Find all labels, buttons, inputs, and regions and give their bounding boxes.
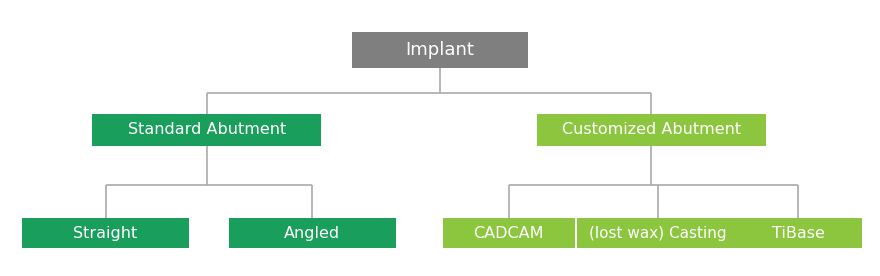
FancyBboxPatch shape <box>537 114 766 146</box>
Text: TiBase: TiBase <box>772 226 825 241</box>
FancyBboxPatch shape <box>229 218 396 248</box>
FancyBboxPatch shape <box>352 32 528 68</box>
FancyBboxPatch shape <box>735 218 862 248</box>
Text: Customized Abutment: Customized Abutment <box>561 122 741 137</box>
FancyBboxPatch shape <box>577 218 739 248</box>
Text: CADCAM: CADCAM <box>473 226 544 241</box>
FancyBboxPatch shape <box>443 218 575 248</box>
Text: Angled: Angled <box>284 226 341 241</box>
Text: Straight: Straight <box>73 226 138 241</box>
FancyBboxPatch shape <box>92 114 321 146</box>
FancyBboxPatch shape <box>22 218 189 248</box>
Text: Standard Abutment: Standard Abutment <box>128 122 286 137</box>
Text: Implant: Implant <box>406 41 474 59</box>
Text: (lost wax) Casting: (lost wax) Casting <box>590 226 727 241</box>
